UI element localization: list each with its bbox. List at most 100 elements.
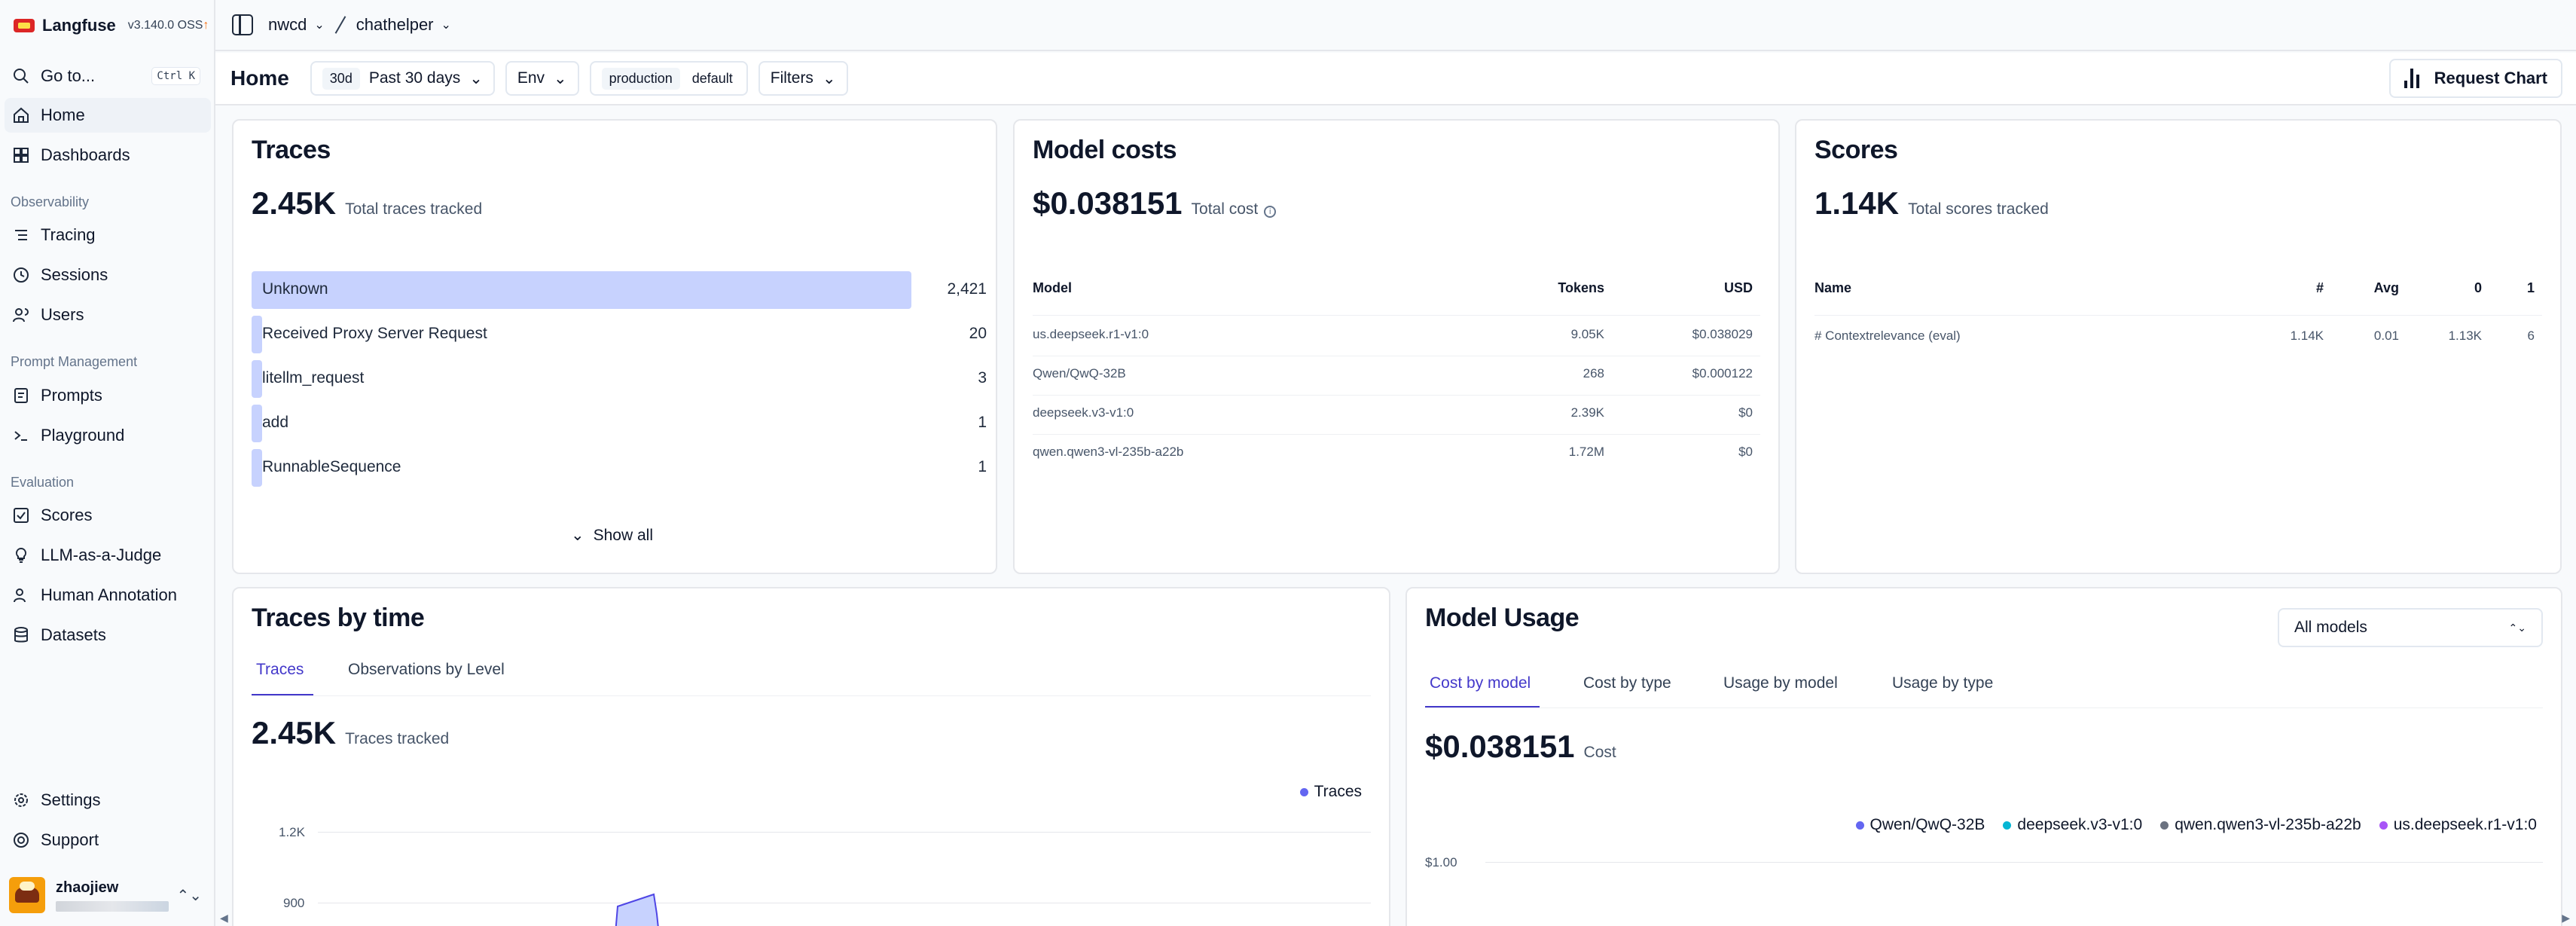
cost-tokens: 268 <box>1583 366 1604 380</box>
user-menu[interactable]: zhaojiew ⌃⌄ <box>9 874 209 916</box>
goto-button[interactable]: Go to... Ctrl K <box>5 59 211 93</box>
score-count: 1.14K <box>2290 329 2324 343</box>
sidebar-item-users[interactable]: Users <box>5 298 211 332</box>
sidebar-item-scores[interactable]: Scores <box>5 498 211 533</box>
terminal-icon <box>12 426 30 445</box>
trace-count: 1 <box>978 458 987 475</box>
card-title: Traces <box>252 136 331 164</box>
tab-usage-by-model[interactable]: Usage by model <box>1723 674 1838 692</box>
trace-name-row[interactable]: add 1 <box>252 405 987 442</box>
col-header-usd: USD <box>1723 280 1753 295</box>
env-value-production: production <box>601 67 680 90</box>
tab-underline <box>1425 706 1540 708</box>
scores-total: 1.14K Total scores tracked <box>1814 185 2049 222</box>
sidebar-toggle-icon[interactable] <box>232 14 253 35</box>
legend-item[interactable]: Qwen/QwQ-32B <box>1855 816 1985 834</box>
clock-icon <box>12 266 30 284</box>
bar-fill <box>252 449 262 487</box>
y-tick: $1.00 <box>1425 855 1457 869</box>
trace-name-row[interactable]: litellm_request 3 <box>252 360 987 398</box>
tab-cost-by-model[interactable]: Cost by model <box>1430 674 1531 692</box>
trace-name: RunnableSequence <box>262 458 401 475</box>
model-usage-card: Model Usage All models ⌃⌄ Cost by model … <box>1406 587 2562 926</box>
trace-name: add <box>262 414 289 431</box>
sidebar-item-human-annotation[interactable]: Human Annotation <box>5 578 211 613</box>
trace-name-row[interactable]: Unknown 2,421 <box>252 271 987 309</box>
filters-button[interactable]: Filters ⌄ <box>758 61 848 96</box>
cost-model: Qwen/QwQ-32B <box>1033 366 1126 380</box>
trace-name-row[interactable]: RunnableSequence 1 <box>252 449 987 487</box>
sidebar-item-tracing[interactable]: Tracing <box>5 218 211 252</box>
logo[interactable]: Langfuse v3.140.0 OSS↑ <box>0 0 214 51</box>
chevron-down-icon: ⌄ <box>571 527 584 544</box>
col-header-avg: Avg <box>2373 280 2399 295</box>
goto-shortcut: Ctrl K <box>151 67 200 85</box>
sidebar-item-playground[interactable]: Playground <box>5 418 211 453</box>
show-all-button[interactable]: ⌄ Show all <box>571 526 653 545</box>
model-select[interactable]: All models ⌃⌄ <box>2278 608 2543 647</box>
sidebar-item-settings[interactable]: Settings <box>5 783 211 818</box>
card-title: Model Usage <box>1425 604 1579 632</box>
tab-observations-by-level[interactable]: Observations by Level <box>348 661 505 678</box>
traces-card: Traces 2.45K Total traces tracked Unknow… <box>232 119 997 574</box>
sidebar-item-label: Datasets <box>41 625 106 644</box>
date-label: Past 30 days <box>368 69 461 87</box>
date-badge: 30d <box>322 67 360 90</box>
legend-item[interactable]: us.deepseek.r1-v1:0 <box>2379 816 2537 834</box>
col-header-count: # <box>2315 280 2324 295</box>
list-icon <box>12 226 30 244</box>
score-avg: 0.01 <box>2373 329 2399 343</box>
legend-item[interactable]: deepseek.v3-v1:0 <box>2003 816 2142 834</box>
sidebar-item-home[interactable]: Home <box>5 98 211 133</box>
avatar <box>9 877 45 913</box>
metric-value: $0.038151 <box>1425 729 1575 764</box>
legend-item[interactable]: qwen.qwen3-vl-235b-a22b <box>2160 816 2361 834</box>
sidebar-item-dashboards[interactable]: Dashboards <box>5 138 211 173</box>
trace-name-row[interactable]: Received Proxy Server Request 20 <box>252 316 987 353</box>
legend-label: us.deepseek.r1-v1:0 <box>2393 816 2537 833</box>
env-values[interactable]: production default <box>589 61 748 96</box>
tab-traces[interactable]: Traces <box>256 661 304 678</box>
sidebar-item-label: Human Annotation <box>41 585 178 604</box>
app-version: v3.140.0 OSS↑ <box>127 19 209 32</box>
sidebar-item-prompts[interactable]: Prompts <box>5 378 211 413</box>
filter-bar: Home 30d Past 30 days ⌄ Env ⌄ production… <box>215 53 2576 105</box>
sidebar-item-label: Prompts <box>41 386 102 405</box>
topbar: nwcd ⌄ chathelper ⌄ <box>215 0 2576 51</box>
date-range-picker[interactable]: 30d Past 30 days ⌄ <box>310 61 495 96</box>
col-header-tokens: Tokens <box>1558 280 1604 295</box>
sidebar-item-sessions[interactable]: Sessions <box>5 258 211 292</box>
scroll-right-icon[interactable]: ▶ <box>2562 912 2570 924</box>
tab-cost-by-type[interactable]: Cost by type <box>1583 674 1671 692</box>
usage-cost-total: $0.038151 Cost <box>1425 729 1616 765</box>
org-name: nwcd <box>268 15 307 34</box>
chevron-up-down-icon: ⌃⌄ <box>176 887 202 904</box>
traces-by-time-card: Traces by time Traces Observations by Le… <box>232 587 1390 926</box>
env-filter[interactable]: Env ⌄ <box>505 61 579 96</box>
user-email-redacted <box>56 900 169 912</box>
sidebar-item-llm-judge[interactable]: LLM-as-a-Judge <box>5 538 211 573</box>
chevron-up-down-icon: ⌃⌄ <box>2508 621 2526 634</box>
cost-model: deepseek.v3-v1:0 <box>1033 405 1134 420</box>
sidebar-item-label: LLM-as-a-Judge <box>41 546 162 564</box>
chevron-down-icon: ⌄ <box>554 69 567 87</box>
sidebar-item-support[interactable]: Support <box>5 823 211 857</box>
legend-dot <box>1299 787 1308 796</box>
sidebar-item-datasets[interactable]: Datasets <box>5 618 211 652</box>
trace-name: litellm_request <box>262 369 365 387</box>
env-value-default: default <box>688 67 736 90</box>
trace-count: 20 <box>969 325 987 342</box>
file-text-icon <box>12 387 30 405</box>
cost-usd: $0.000122 <box>1692 366 1753 380</box>
page-title: Home <box>230 66 289 90</box>
request-chart-button[interactable]: Request Chart <box>2388 59 2562 98</box>
filters-label: Filters <box>770 69 813 87</box>
project-switcher[interactable]: chathelper ⌄ <box>356 15 451 35</box>
org-switcher[interactable]: nwcd ⌄ <box>268 15 325 35</box>
bar-fill <box>252 316 262 353</box>
info-icon[interactable]: i <box>1264 206 1277 218</box>
tab-usage-by-type[interactable]: Usage by type <box>1892 674 1994 692</box>
scroll-left-icon[interactable]: ◀ <box>220 912 228 924</box>
metric-value: 2.45K <box>252 185 337 221</box>
divider <box>252 695 1371 696</box>
